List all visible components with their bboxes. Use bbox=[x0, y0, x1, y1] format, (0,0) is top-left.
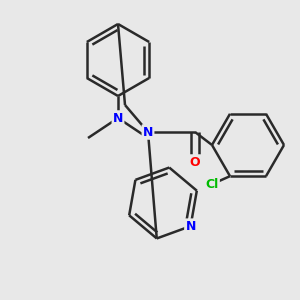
Text: N: N bbox=[113, 112, 123, 124]
Text: N: N bbox=[185, 220, 196, 232]
Text: Cl: Cl bbox=[206, 178, 219, 191]
Text: O: O bbox=[190, 155, 200, 169]
Text: N: N bbox=[143, 125, 153, 139]
